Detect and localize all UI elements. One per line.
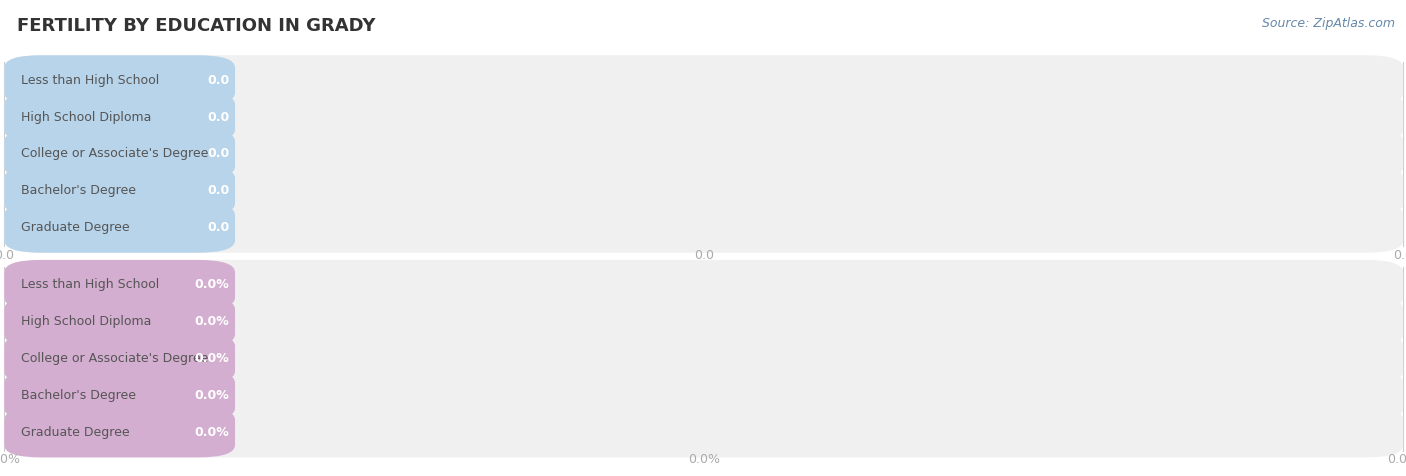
Text: 0.0%: 0.0%: [0, 454, 20, 466]
FancyBboxPatch shape: [4, 203, 235, 253]
Text: 0.0%: 0.0%: [194, 315, 229, 328]
Text: Bachelor's Degree: Bachelor's Degree: [21, 184, 136, 198]
FancyBboxPatch shape: [4, 334, 235, 384]
FancyBboxPatch shape: [4, 334, 1403, 384]
FancyBboxPatch shape: [4, 203, 1403, 253]
Text: Source: ZipAtlas.com: Source: ZipAtlas.com: [1261, 17, 1395, 30]
FancyBboxPatch shape: [4, 297, 1403, 347]
Text: 0.0%: 0.0%: [1388, 454, 1406, 466]
Text: 0.0: 0.0: [207, 184, 229, 198]
FancyBboxPatch shape: [4, 92, 235, 142]
Text: 0.0: 0.0: [207, 148, 229, 160]
Text: High School Diploma: High School Diploma: [21, 315, 152, 328]
Text: FERTILITY BY EDUCATION IN GRADY: FERTILITY BY EDUCATION IN GRADY: [17, 17, 375, 35]
Text: 0.0: 0.0: [207, 221, 229, 234]
FancyBboxPatch shape: [4, 166, 235, 216]
Text: 0.0: 0.0: [207, 74, 229, 87]
FancyBboxPatch shape: [4, 260, 235, 310]
Text: 0.0%: 0.0%: [194, 352, 229, 365]
Text: 0.0%: 0.0%: [194, 389, 229, 402]
Text: Less than High School: Less than High School: [21, 74, 159, 87]
FancyBboxPatch shape: [4, 260, 1403, 310]
Text: 0.0%: 0.0%: [688, 454, 720, 466]
Text: 0.0%: 0.0%: [194, 426, 229, 439]
FancyBboxPatch shape: [4, 55, 1403, 105]
Text: 0.0: 0.0: [0, 249, 14, 262]
Text: 0.0%: 0.0%: [194, 278, 229, 291]
Text: High School Diploma: High School Diploma: [21, 110, 152, 124]
FancyBboxPatch shape: [4, 129, 1403, 179]
Text: Graduate Degree: Graduate Degree: [21, 426, 129, 439]
FancyBboxPatch shape: [4, 297, 235, 347]
FancyBboxPatch shape: [4, 370, 1403, 421]
FancyBboxPatch shape: [4, 129, 235, 179]
Text: 0.0: 0.0: [207, 110, 229, 124]
FancyBboxPatch shape: [4, 55, 235, 105]
FancyBboxPatch shape: [4, 407, 1403, 457]
Text: 0.0: 0.0: [1393, 249, 1406, 262]
Text: 0.0: 0.0: [693, 249, 714, 262]
Text: Bachelor's Degree: Bachelor's Degree: [21, 389, 136, 402]
Text: College or Associate's Degree: College or Associate's Degree: [21, 148, 208, 160]
FancyBboxPatch shape: [4, 166, 1403, 216]
FancyBboxPatch shape: [4, 370, 235, 421]
Text: Graduate Degree: Graduate Degree: [21, 221, 129, 234]
Text: College or Associate's Degree: College or Associate's Degree: [21, 352, 208, 365]
FancyBboxPatch shape: [4, 92, 1403, 142]
FancyBboxPatch shape: [4, 407, 235, 457]
Text: Less than High School: Less than High School: [21, 278, 159, 291]
